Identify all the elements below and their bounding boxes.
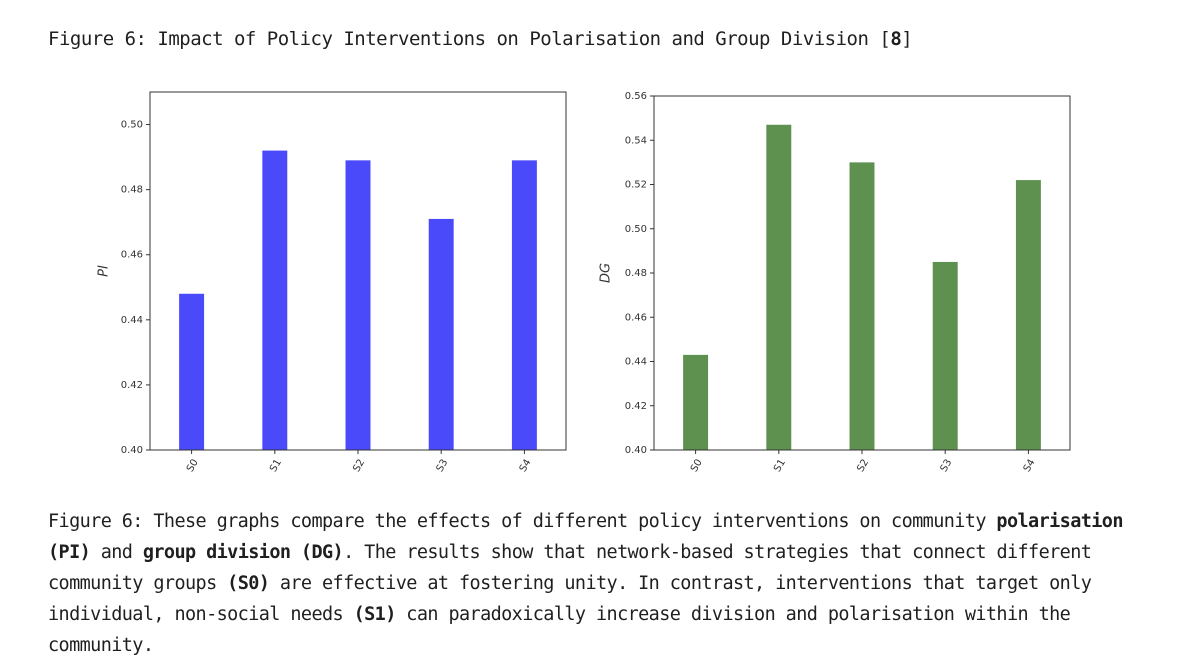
dg-ytick-label-8: 0.56 bbox=[625, 91, 647, 102]
caption-part-2: and bbox=[90, 542, 143, 563]
dg-ytick-label-7: 0.54 bbox=[625, 135, 647, 146]
pi-bar-s0 bbox=[179, 293, 205, 450]
pi-bar-chart: S0 S1 S2 S3 S4 0.40 0.42 0.44 0.46 0.48 0.50 PI bbox=[88, 84, 608, 484]
dg-ytick-label-6: 0.52 bbox=[625, 180, 647, 191]
dg-bar-s2 bbox=[849, 162, 875, 450]
pi-bar-s2 bbox=[345, 160, 371, 450]
dg-xtick-label-0: S0 bbox=[689, 458, 705, 475]
pi-ytick-label-4: 0.48 bbox=[121, 185, 143, 196]
pi-ytick-label-0: 0.40 bbox=[121, 445, 143, 456]
pi-xtick-label-0: S0 bbox=[185, 458, 201, 475]
dg-bar-s1 bbox=[766, 124, 792, 450]
caption-part-5: can paradoxically increase division and … bbox=[48, 604, 1071, 656]
figure-title-ref: 8 bbox=[890, 28, 902, 50]
dg-plot-frame bbox=[653, 95, 1071, 451]
pi-ytick-label-1: 0.42 bbox=[121, 380, 143, 391]
dg-ylabel: DG bbox=[599, 263, 614, 283]
dg-xtick-label-1: S1 bbox=[772, 458, 788, 475]
dg-chart-svg: S0 S1 S2 S3 S4 0.40 0.42 0.44 0.46 0.48 0.50 0.52 0.… bbox=[599, 91, 1071, 475]
dg-bar-chart: S0 S1 S2 S3 S4 0.40 0.42 0.44 0.46 0.48 0.50 0.52 0.… bbox=[590, 84, 1110, 484]
caption-bold-pi: polarisation (PI) bbox=[48, 511, 1123, 563]
figure-caption: Figure 6: These graphs compare the effec… bbox=[48, 506, 1168, 661]
caption-bold-s1: (S1) bbox=[353, 604, 397, 625]
pi-bar-s3 bbox=[428, 218, 454, 450]
dg-xtick-label-3: S3 bbox=[939, 458, 955, 475]
dg-ytick-label-2: 0.44 bbox=[625, 357, 647, 368]
pi-ytick-label-5: 0.50 bbox=[121, 120, 143, 131]
pi-xtick-label-1: S1 bbox=[268, 458, 284, 475]
caption-bold-s0: (S0) bbox=[227, 573, 270, 594]
dg-ytick-label-4: 0.48 bbox=[625, 268, 647, 279]
pi-bar-s4 bbox=[511, 160, 537, 450]
pi-ytick-label-2: 0.44 bbox=[121, 315, 143, 326]
dg-xtick-label-4: S4 bbox=[1022, 458, 1038, 475]
pi-xtick-label-4: S4 bbox=[518, 458, 534, 475]
dg-ytick-label-3: 0.46 bbox=[625, 312, 647, 323]
figure-title-close: ] bbox=[901, 28, 913, 50]
dg-bar-s4 bbox=[1015, 180, 1041, 450]
dg-bar-s3 bbox=[932, 261, 958, 450]
pi-chart-svg: S0 S1 S2 S3 S4 0.40 0.42 0.44 0.46 0.48 0.50 PI bbox=[97, 91, 567, 475]
pi-xtick-label-3: S3 bbox=[435, 458, 451, 475]
caption-part-3: . The results show that network-based st… bbox=[48, 542, 1092, 594]
figure-title-text: Figure 6: Impact of Policy Interventions… bbox=[48, 28, 891, 50]
caption-bold-dg: group division (DG) bbox=[142, 542, 344, 563]
dg-ytick-label-5: 0.50 bbox=[625, 224, 647, 235]
pi-ylabel: PI bbox=[97, 265, 112, 277]
dg-ytick-label-1: 0.42 bbox=[625, 401, 647, 412]
pi-xtick-label-2: S2 bbox=[351, 458, 367, 475]
pi-ytick-label-3: 0.46 bbox=[121, 250, 143, 261]
pi-plot-frame bbox=[149, 91, 567, 451]
dg-ytick-label-0: 0.40 bbox=[625, 445, 647, 456]
pi-bar-s1 bbox=[262, 150, 288, 450]
dg-xtick-label-2: S2 bbox=[855, 458, 871, 475]
figure-title: Figure 6: Impact of Policy Interventions… bbox=[48, 28, 1168, 50]
dg-bar-s0 bbox=[683, 354, 709, 450]
caption-part-4: are effective at fostering unity. In con… bbox=[48, 573, 1092, 625]
caption-part-1: Figure 6: These graphs compare the effec… bbox=[48, 511, 997, 532]
